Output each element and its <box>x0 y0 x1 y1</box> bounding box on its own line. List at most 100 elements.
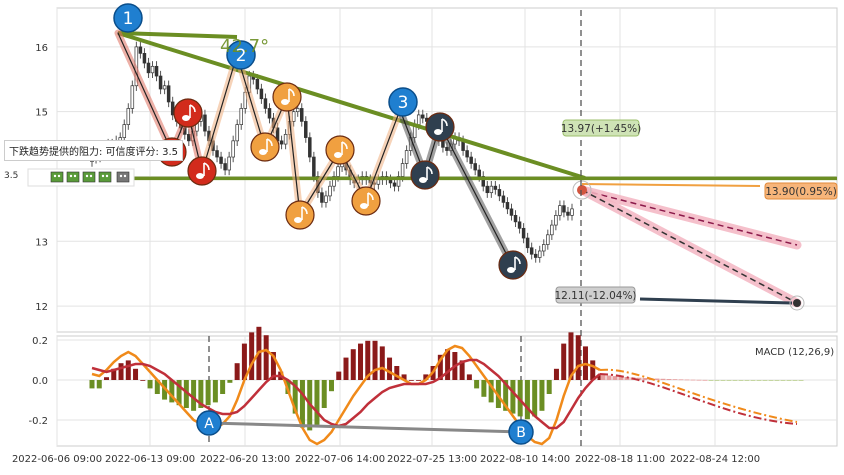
end-dot <box>793 299 801 307</box>
candle-body <box>231 140 235 158</box>
music-note-flag <box>189 104 196 113</box>
candle-body <box>187 134 191 142</box>
macd-histogram-bar <box>553 368 559 380</box>
candle-body <box>279 140 284 145</box>
macd-histogram-bar <box>191 380 197 411</box>
macd-histogram-bar <box>379 346 385 380</box>
candle-body <box>130 85 135 109</box>
macd-histogram-bar <box>234 363 240 380</box>
candle-body <box>328 185 332 197</box>
candle-body <box>259 88 264 100</box>
candle-body <box>203 114 207 132</box>
macd-histogram-bar <box>401 374 407 380</box>
good-rating-icon <box>50 171 64 183</box>
macd-histogram-bar <box>437 354 443 380</box>
music-note-icon <box>259 149 267 155</box>
candle-body <box>533 253 538 258</box>
neutral-rating-icon <box>116 171 130 183</box>
macd-histogram-bar <box>270 352 276 380</box>
angle-base-line <box>117 31 238 39</box>
rating-eye <box>57 174 61 178</box>
candle-body <box>537 250 542 258</box>
macd-signal-projection <box>599 373 798 425</box>
macd-histogram-bar <box>89 380 95 389</box>
end-ring <box>789 295 805 311</box>
rating-eye <box>105 174 109 178</box>
rating-eye <box>53 174 57 178</box>
macd-histogram-bar <box>212 380 218 403</box>
macd-future-bar <box>696 379 702 381</box>
macd-future-bar <box>780 380 786 381</box>
candle-body <box>376 179 381 185</box>
x-tick-label: 2022-06-20 13:00 <box>200 454 290 465</box>
labels: MACD (12,26,9) 42.7° 13.97(+1.45%) 13.90(0.… <box>27 36 838 358</box>
candle-body <box>223 163 227 171</box>
candle-body <box>469 156 473 164</box>
candle-body <box>304 121 308 138</box>
candle-body <box>481 176 486 187</box>
macd-histogram-bar <box>474 380 480 389</box>
macd-future-bar <box>792 380 798 381</box>
candle-body <box>312 156 316 177</box>
candle-body <box>562 205 566 213</box>
macd-histogram-bar <box>241 343 247 380</box>
music-note-flag <box>426 166 433 175</box>
macd-histogram-bar <box>183 380 189 408</box>
candle-body <box>542 244 546 252</box>
candle-body <box>505 202 510 210</box>
candle-body <box>513 215 518 223</box>
target-arrow-line <box>639 297 793 305</box>
candle-body <box>295 108 300 113</box>
macd-histogram-bar <box>220 380 226 394</box>
candle-body <box>554 215 558 226</box>
macd-histogram-bar <box>408 380 414 381</box>
candle-body <box>138 46 143 54</box>
music-note-icon <box>294 217 302 223</box>
divergence-line <box>209 421 522 434</box>
macd-histogram-bar <box>459 360 465 380</box>
music-note-flag <box>301 206 308 215</box>
macd-histogram-bar <box>125 360 131 380</box>
macd-future-bar <box>624 376 630 380</box>
macd-histogram-bar <box>387 357 393 380</box>
candle-body <box>566 211 570 216</box>
candle-body <box>170 101 175 116</box>
macd-future-bar <box>612 376 618 380</box>
macd-future-bar <box>714 380 720 381</box>
candle-body <box>150 65 155 74</box>
music-note-icon <box>281 99 289 105</box>
wave-path <box>117 32 173 153</box>
music-note-marker <box>285 200 315 230</box>
macd-future-bar <box>750 380 756 381</box>
wave-path <box>201 54 238 173</box>
target-flat-label-box <box>764 182 838 200</box>
music-note-flag <box>441 118 448 127</box>
candle-body <box>146 62 151 74</box>
music-note-flag <box>367 192 374 201</box>
macd-histogram-bar <box>133 368 139 380</box>
macd-future-bar <box>786 380 792 381</box>
macd-future-bar <box>738 380 744 381</box>
grid <box>56 8 837 446</box>
candle-body <box>283 134 288 145</box>
macd-histogram-bar <box>292 380 298 414</box>
macd-future-bar <box>618 376 624 380</box>
candle-body <box>493 185 498 190</box>
candle-body <box>445 146 449 151</box>
candle-body <box>235 124 239 142</box>
macd-histogram-bar <box>423 374 429 380</box>
macd-histogram-bar <box>532 380 538 417</box>
macd-histogram-bar <box>321 380 327 408</box>
candle-body <box>239 108 243 125</box>
macd-future-bar <box>654 378 660 380</box>
macd-future-bar <box>732 380 738 381</box>
macd-signal-line <box>91 358 601 430</box>
macd-histogram-bar <box>568 332 574 380</box>
music-note-marker <box>250 132 280 162</box>
anchor-ring <box>572 180 592 200</box>
macd-histogram-bar <box>394 366 400 380</box>
resistance-tooltip: 下跌趋势提供的阻力: 可信度评分: 3.5 <box>4 140 184 161</box>
macd-histogram-bar <box>328 380 334 392</box>
